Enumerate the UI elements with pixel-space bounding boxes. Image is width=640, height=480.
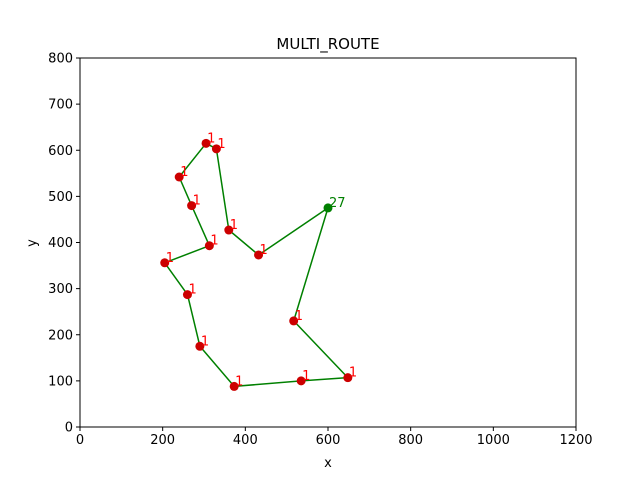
route-point — [224, 225, 234, 235]
y-tick-label: 800 — [48, 52, 73, 67]
x-tick-label: 0 — [76, 433, 84, 448]
point-label: 1 — [349, 366, 357, 381]
point-label: 1 — [207, 131, 215, 146]
x-tick-label: 1000 — [477, 433, 510, 448]
point-label: 1 — [201, 334, 209, 349]
y-tick-label: 700 — [48, 98, 73, 113]
route-point — [201, 138, 211, 148]
route-point — [229, 381, 239, 391]
point-label: 1 — [260, 243, 268, 258]
y-tick-label: 600 — [48, 144, 73, 159]
point-label: 1 — [295, 309, 303, 324]
route-line — [163, 142, 349, 388]
x-tick-label: 400 — [233, 433, 258, 448]
point-label: 1 — [188, 283, 196, 298]
y-tick-label: 200 — [48, 328, 73, 343]
x-axis-label: x — [324, 456, 332, 471]
route-point — [254, 250, 264, 260]
point-label: 1 — [193, 194, 201, 209]
route-point — [289, 316, 299, 326]
y-tick-label: 300 — [48, 282, 73, 297]
x-tick-label: 600 — [316, 433, 341, 448]
x-tick-label: 800 — [398, 433, 423, 448]
y-tick-label: 0 — [65, 421, 73, 436]
point-label: 1 — [235, 374, 243, 389]
chart-title: MULTI_ROUTE — [276, 35, 379, 54]
route-point — [211, 144, 221, 154]
point-label: 1 — [302, 369, 310, 384]
route-point — [204, 241, 214, 251]
point-label: 1 — [217, 137, 225, 152]
route-point — [182, 290, 192, 300]
y-tick-label: 500 — [48, 190, 73, 205]
route-point — [343, 373, 353, 383]
route-point — [160, 258, 170, 268]
y-tick-label: 100 — [48, 374, 73, 389]
depot-point — [323, 203, 333, 213]
x-tick-label: 200 — [150, 433, 175, 448]
y-tick-label: 400 — [48, 236, 73, 251]
route-point — [195, 341, 205, 351]
route-point — [296, 376, 306, 386]
depot-label: 27 — [329, 196, 346, 211]
point-label: 1 — [210, 234, 218, 249]
y-axis-label: y — [25, 239, 40, 247]
route-point — [174, 172, 184, 182]
point-label: 1 — [180, 165, 188, 180]
point-label: 1 — [230, 218, 238, 233]
route-point — [187, 201, 197, 211]
x-tick-label: 1200 — [559, 433, 592, 448]
point-label: 1 — [166, 251, 174, 266]
